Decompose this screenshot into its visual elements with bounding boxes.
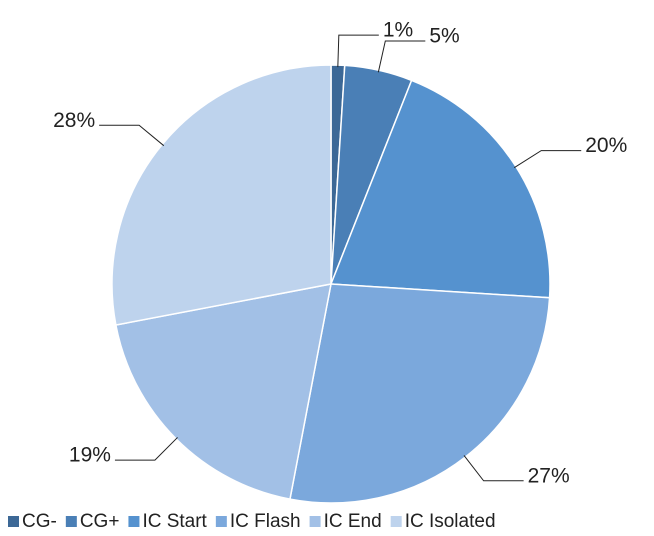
legend-swatch	[390, 516, 402, 527]
data-label: 1%	[383, 19, 413, 42]
legend-swatch	[215, 516, 227, 527]
data-label: 27%	[528, 464, 570, 487]
legend-label: CG+	[80, 511, 120, 532]
legend-swatch	[65, 516, 77, 527]
leader-line	[337, 34, 379, 68]
leader-line	[377, 40, 426, 73]
data-label: 19%	[69, 444, 111, 467]
leader-line	[114, 437, 178, 461]
legend-label: IC Start	[142, 511, 207, 532]
legend-label: CG-	[22, 511, 57, 532]
legend-label: IC Isolated	[405, 511, 496, 532]
legend-label: IC Flash	[230, 511, 301, 532]
data-label: 20%	[585, 134, 627, 157]
leader-line	[99, 124, 165, 147]
leader-line	[463, 455, 524, 482]
data-label: 5%	[429, 25, 459, 48]
legend-label: IC End	[324, 511, 382, 532]
legend-swatch	[8, 516, 19, 527]
pie-slice	[111, 64, 332, 326]
pie-slice	[289, 283, 551, 504]
legend-swatch	[309, 516, 321, 527]
data-label: 28%	[53, 109, 95, 132]
legend-swatch	[128, 516, 140, 527]
leader-line	[513, 150, 582, 169]
